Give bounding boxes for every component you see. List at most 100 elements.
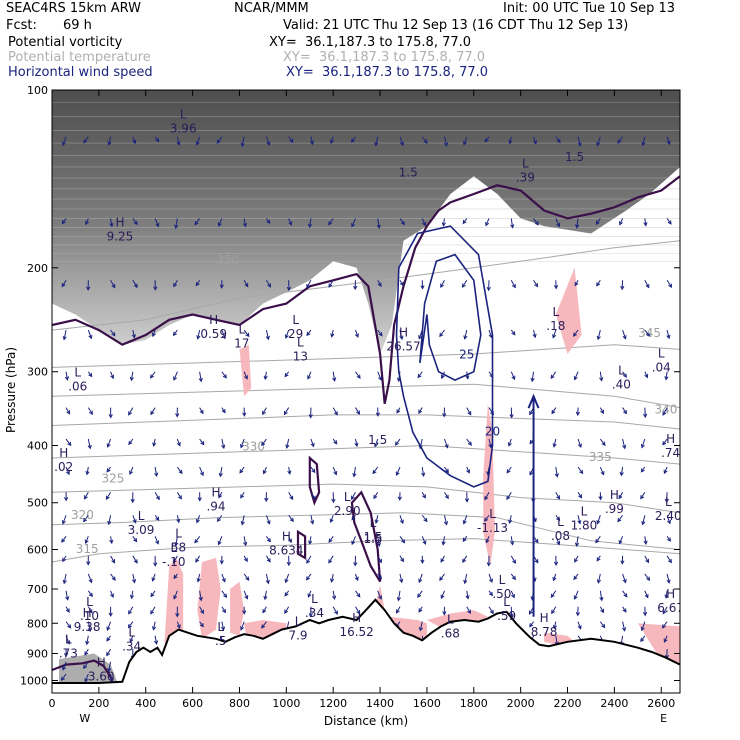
x-tick-label: 1800: [460, 697, 488, 710]
y-tick-label: 900: [27, 647, 48, 660]
wind-vector-head: [461, 283, 466, 288]
x-tick-label: 200: [88, 697, 109, 710]
wind-vector: [440, 280, 445, 288]
wind-vector: [87, 407, 93, 415]
wind-vector: [466, 407, 472, 415]
wind-vector: [85, 218, 89, 225]
wind-vector-head: [577, 520, 582, 525]
pv-low-marker: L: [499, 573, 506, 587]
wind-vector: [662, 621, 668, 629]
wind-vector: [264, 590, 267, 600]
wind-vector-head: [83, 664, 88, 669]
wind-vector: [132, 573, 136, 583]
wind-vector: [375, 136, 379, 146]
wind-vector-head: [378, 332, 383, 337]
pv-extremum-value: 3.96: [170, 121, 197, 135]
wind-vector-head: [286, 286, 292, 292]
wind-vector-head: [155, 495, 160, 501]
wind-vector-head: [261, 624, 266, 629]
y-tick-label: 300: [27, 366, 48, 379]
wind-vector-head: [309, 140, 315, 146]
theta-label-320: 320: [71, 508, 94, 522]
theta-contour-345: [52, 344, 680, 368]
pv-low-marker: L: [658, 347, 665, 361]
theta-contour-320: [52, 512, 680, 550]
wind-vector-head: [554, 473, 559, 478]
wind-vector-head: [173, 595, 178, 600]
wind-vector-head: [399, 519, 404, 525]
wind-vector-head: [620, 285, 625, 291]
wind-vector-head: [86, 286, 91, 291]
wind-vector-head: [153, 640, 159, 645]
wind-vector-head: [399, 281, 404, 287]
wind-vector: [573, 573, 579, 580]
pv-extremum-value: 0.59: [200, 327, 227, 341]
wind-vector-head: [643, 413, 648, 419]
wind-vector: [617, 136, 623, 144]
wind-vector-head: [223, 593, 228, 599]
pv-high-marker: H: [59, 446, 68, 460]
wind-vector-head: [66, 640, 71, 645]
wind-vector: [577, 491, 582, 498]
wind-vector: [417, 371, 423, 378]
wind-vector: [221, 438, 225, 449]
wind-vector: [510, 573, 516, 580]
wind-vector-head: [65, 470, 70, 476]
x-tick-label: 1000: [272, 697, 300, 710]
x-tick-label: 2600: [647, 697, 675, 710]
wind-vector-head: [129, 376, 134, 382]
pv-contour-tower: [350, 490, 382, 583]
wind-vector: [553, 438, 557, 447]
wind-vector: [87, 329, 92, 339]
wind-vector: [154, 218, 159, 227]
x-tick-label: 1400: [366, 697, 394, 710]
wind-vector: [221, 621, 225, 631]
wind-vector: [107, 438, 112, 448]
wind-vector-head: [552, 334, 557, 339]
wind-vector-head: [108, 612, 113, 618]
wind-vector-head: [534, 282, 539, 288]
pv-extremum-value: 16.52: [339, 625, 373, 639]
wind-vector-head: [267, 283, 272, 288]
wind-vector: [599, 407, 604, 414]
wind-vector: [106, 648, 112, 656]
wind-vector-head: [664, 498, 669, 504]
wind-vector-head: [421, 472, 426, 477]
wind-vector-head: [289, 517, 294, 523]
pv-extremum-value: 7.9: [288, 629, 307, 643]
wind-vector-head: [575, 611, 580, 617]
wind-vector-head: [107, 667, 112, 673]
wind-vector: [510, 536, 514, 545]
wind-vector-head: [640, 468, 645, 473]
wind-vector-head: [417, 373, 422, 379]
x-axis-title: Distance (km): [324, 714, 408, 728]
legend-theta-xy: XY= 36.1,187.3 to 175.8, 77.0: [283, 50, 486, 65]
pv-high-marker: H: [666, 432, 675, 446]
wind-vector: [199, 466, 204, 476]
wind-vector-head: [574, 542, 580, 548]
wind-vector: [243, 590, 248, 599]
wind-vector-head: [378, 558, 382, 564]
pv-high-marker: H: [282, 530, 291, 544]
y-tick-label: 200: [27, 262, 48, 275]
wind-vector: [216, 136, 223, 144]
wind-vector-head: [65, 596, 70, 601]
wind-vector-head: [552, 576, 557, 582]
wind-speed-contour-25: [419, 253, 482, 381]
wind-vector: [87, 438, 91, 449]
wind-vector-head: [263, 595, 268, 601]
wind-vector: [65, 407, 71, 414]
y-tick-label: 800: [27, 617, 48, 630]
wind-vector: [488, 606, 494, 614]
wind-vector: [484, 492, 490, 500]
wind-vector: [622, 621, 626, 631]
wind-vector-head: [155, 540, 160, 545]
wind-vector: [85, 536, 89, 544]
wind-vector: [551, 407, 557, 414]
wind-vector-head: [374, 141, 379, 147]
pv-contour-tropopause: [52, 175, 680, 405]
wind-vector-head: [551, 409, 556, 415]
pv-low-marker: L: [665, 495, 672, 509]
wind-vector-head: [484, 517, 489, 522]
wind-vector: [176, 136, 180, 145]
